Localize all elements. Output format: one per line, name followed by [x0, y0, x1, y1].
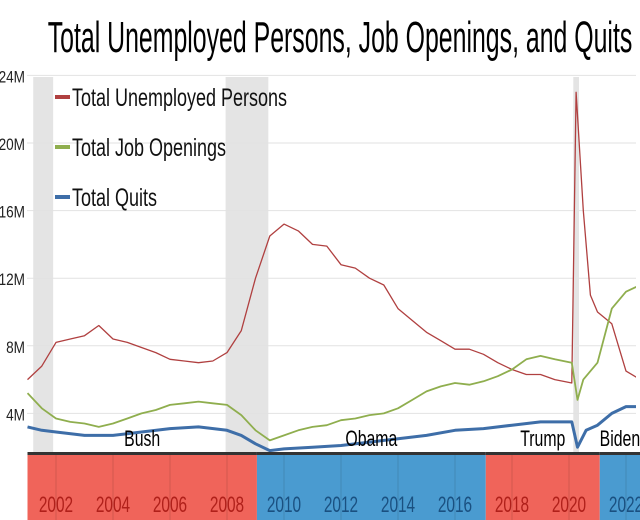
president-term-edge — [485, 452, 600, 455]
president-label: Obama — [345, 428, 397, 452]
x-tick-label: 2008 — [210, 493, 244, 517]
president-term-band — [256, 454, 486, 520]
y-tick-label: 8M — [6, 338, 25, 357]
x-tick-label: 2006 — [153, 493, 187, 517]
y-tick-label: 24M — [0, 68, 25, 87]
president-term-band — [485, 454, 600, 520]
legend-label: Total Quits — [72, 183, 157, 212]
x-tick-label: 2004 — [96, 493, 130, 517]
president-label: Bush — [124, 428, 160, 452]
series-line-2 — [27, 405, 636, 452]
y-tick-label: 16M — [0, 203, 25, 222]
legend-label: Total Unemployed Persons — [72, 83, 287, 112]
x-tick-label: 2020 — [552, 493, 586, 517]
series-line-1 — [27, 286, 636, 442]
president-term-edge — [599, 452, 640, 455]
x-tick-label: 2010 — [267, 493, 301, 517]
x-tick-label: 2022 — [609, 493, 640, 517]
recession-band — [225, 77, 269, 452]
president-term-edge — [27, 452, 257, 455]
president-term-band — [27, 454, 257, 520]
president-label: Trump — [520, 428, 565, 452]
y-tick-label: 12M — [0, 271, 25, 290]
y-tick-label: 20M — [0, 136, 25, 155]
chart-title: Total Unemployed Persons, Job Openings, … — [48, 13, 633, 62]
president-term-edge — [256, 452, 486, 455]
x-tick-label: 2014 — [381, 493, 415, 517]
legend-label: Total Job Openings — [72, 133, 226, 162]
x-tick-label: 2002 — [39, 493, 73, 517]
y-tick-label: 4M — [6, 406, 25, 425]
series-line-0 — [27, 91, 636, 384]
x-tick-label: 2012 — [324, 493, 358, 517]
president-term-band — [599, 454, 640, 520]
x-tick-label: 2018 — [495, 493, 529, 517]
recession-band — [33, 77, 54, 452]
x-tick-label: 2016 — [438, 493, 472, 517]
recession-band — [573, 77, 579, 452]
president-label: Biden — [600, 428, 640, 452]
